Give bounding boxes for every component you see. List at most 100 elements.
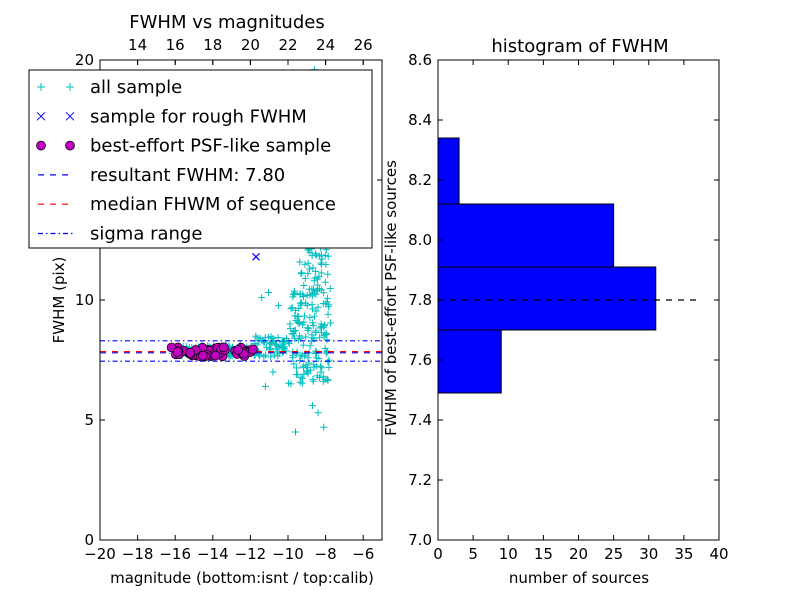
right-xtick-label: 30 [639,545,658,563]
all-sample-point [298,269,306,277]
all-sample-point [311,289,319,297]
all-sample-point [303,368,311,376]
legend-label: sigma range [90,224,202,245]
right-axes: histogram of FWHM 0 5 10 15 20 25 30 35 40 7.07.… [382,36,729,587]
left-xtick-label: −18 [122,545,154,563]
right-xtick-label: 10 [499,545,518,563]
psf-sample-point [198,350,208,361]
all-sample-point [262,343,270,351]
all-sample-point [304,367,312,375]
legend-entry: best-effort PSF-like sample [36,136,331,157]
all-sample-point [309,264,317,272]
all-sample-point [324,310,332,318]
all-sample-point [306,342,314,350]
all-sample-point [324,294,332,302]
right-xlabel: number of sources [509,569,649,587]
all-sample-point [314,303,322,311]
all-sample-point [312,267,320,275]
legend-label: median FHWM of sequence [90,194,336,215]
left-ytick-label: 0 [84,531,94,549]
left-xtick-label: −16 [159,545,191,563]
all-sample-point [309,375,317,383]
all-sample-point [300,312,308,320]
left-top-tick-label: 22 [278,36,297,54]
legend: all sample sample for rough FWHM best-effo… [28,69,373,249]
all-sample-point [316,373,324,381]
legend-entry: sigma range [38,224,202,245]
left-xtick-label: −6 [352,545,374,563]
all-sample-point [319,373,327,381]
right-plot-area [437,137,698,394]
all-sample-point [286,320,294,328]
all-sample-point [325,303,333,311]
all-sample-point [297,270,305,278]
all-sample-point [320,423,328,431]
all-sample-point [325,356,333,364]
left-top-ticks: 14 16 18 20 22 24 26 [128,36,373,65]
left-top-tick-label: 20 [241,36,260,54]
all-sample-point [299,374,307,382]
right-ytick-label: 8.0 [408,231,432,249]
right-xtick-label: 5 [468,545,478,563]
right-ylabel: FWHM of best-effort PSF-like sources [382,160,400,436]
all-sample-point [291,334,299,342]
left-xtick-label: −10 [272,545,304,563]
legend-circle [65,140,75,151]
all-sample-point [306,265,314,273]
all-sample-point [309,305,317,313]
all-sample-point [317,320,325,328]
all-sample-point [299,341,307,349]
all-sample-point [261,382,269,390]
legend-entry: sample for rough FWHM [36,106,307,127]
all-sample-point [325,363,333,371]
right-ytick-label: 7.8 [408,291,432,309]
all-sample-point [274,352,282,360]
all-sample-point [324,270,332,278]
right-ytick-label: 8.2 [408,171,432,189]
all-sample-point [291,290,299,298]
all-sample-point [290,360,298,368]
all-sample-point [304,270,312,278]
psf-sample-point [185,348,196,358]
rough-fwhm-point [252,252,260,261]
all-sample-point [321,344,329,352]
all-sample-point [295,319,303,327]
legend-circle [36,140,46,151]
all-sample-point [308,252,316,260]
right-xtick-label: 35 [674,545,693,563]
all-sample-point [297,373,305,381]
all-sample-point [283,334,291,342]
legend-entry: resultant FWHM: 7.80 [38,165,285,186]
right-ytick-label: 7.2 [408,471,432,489]
right-ytick-label: 7.0 [408,531,432,549]
all-sample-point [274,343,282,351]
all-sample-point [317,368,325,376]
all-sample-point [274,334,282,342]
all-sample-point [300,318,308,326]
all-sample-point [316,334,324,342]
left-plot-area [100,66,382,436]
left-ytick-label: 20 [75,51,94,69]
all-sample-point [318,329,326,337]
all-sample-point [296,378,304,386]
legend-box [28,69,373,249]
left-top-tick-label: 26 [354,36,373,54]
all-sample-point [292,327,300,335]
histogram-bar [437,329,502,394]
all-sample-point [302,333,310,341]
histogram-bar [437,137,460,205]
all-sample-point [315,252,323,260]
all-sample-point [321,321,329,329]
all-sample-point [265,289,273,297]
right-title: histogram of FWHM [491,36,668,57]
all-sample-point [321,278,329,286]
all-sample-point [300,282,308,290]
all-sample-point [298,299,306,307]
all-sample-point [308,402,316,410]
left-xtick-label: −8 [315,545,337,563]
all-sample-point [311,350,319,358]
legend-entry: median FHWM of sequence [38,194,336,215]
all-sample-point [301,352,309,360]
left-bottom-ticks: −20 −18 −16 −14 −12 −10 −8 −6 [84,60,374,563]
